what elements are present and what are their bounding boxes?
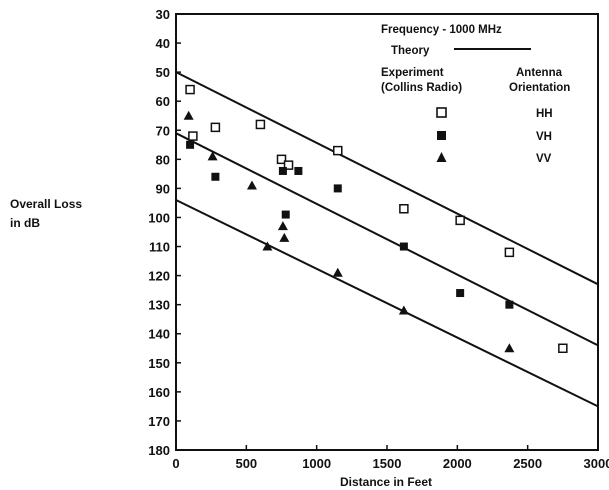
legend: Frequency - 1000 MHz Theory Experiment (…: [381, 24, 570, 165]
data-point-vv: [246, 180, 257, 190]
y-tick-label: 30: [156, 7, 170, 22]
legend-orientation-label-2: Orientation: [509, 82, 570, 94]
x-axis-title: Distance in Feet: [340, 475, 432, 489]
data-point-hh: [333, 145, 343, 156]
y-tick-label: 80: [156, 152, 170, 167]
y-tick-label: 140: [148, 327, 170, 342]
y-tick-label: 90: [156, 181, 170, 196]
legend-label-hh: HH: [536, 108, 553, 120]
theory-lines: [175, 71, 599, 408]
theory-line-vv: [175, 199, 599, 408]
data-point-vv: [398, 305, 409, 315]
data-point-vh: [186, 140, 195, 149]
x-tick-label: 1500: [373, 456, 402, 471]
legend-marker-hh: [436, 107, 447, 118]
y-tick-label: 150: [148, 356, 170, 371]
data-point-vh: [294, 166, 303, 175]
data-point-vv: [277, 221, 288, 231]
data-point-hh: [185, 84, 195, 95]
legend-theory-label: Theory: [391, 45, 430, 57]
data-point-vv: [183, 110, 194, 120]
data-point-vh: [399, 242, 408, 251]
y-axis-title-line1: Overall Loss: [10, 197, 82, 211]
x-tick-label: 1000: [302, 456, 331, 471]
data-point-hh: [504, 247, 515, 258]
theory-line-vh: [175, 132, 599, 347]
y-tick-label: 40: [156, 36, 170, 51]
legend-label-vh: VH: [536, 131, 552, 143]
data-point-hh: [399, 203, 409, 214]
y-tick-label: 70: [156, 123, 170, 138]
data-point-vv: [279, 232, 290, 242]
data-point-vv: [332, 267, 343, 277]
x-tick-label: 3000: [584, 456, 609, 471]
y-axis-title-line2: in dB: [10, 216, 40, 230]
x-axis: 0 500 1000 1500 2000 2500 3000: [172, 445, 609, 471]
y-tick-label: 170: [148, 414, 170, 429]
theory-line-hh: [175, 71, 599, 286]
legend-marker-vh: [437, 131, 446, 140]
x-tick-label: 2500: [513, 456, 542, 471]
data-points: [183, 84, 568, 354]
data-point-vv: [262, 241, 273, 251]
data-point-hh: [188, 131, 198, 141]
y-tick-label: 100: [148, 210, 170, 225]
data-point-vh: [278, 166, 287, 175]
y-tick-label: 50: [156, 65, 170, 80]
y-tick-label: 60: [156, 94, 170, 109]
data-point-vh: [281, 210, 290, 219]
data-point-vv: [504, 343, 515, 353]
legend-experiment-label-1: Experiment: [381, 67, 444, 79]
y-tick-label: 110: [149, 240, 170, 255]
legend-title: Frequency - 1000 MHz: [381, 24, 502, 36]
data-point-vv: [207, 151, 218, 161]
x-tick-label: 0: [172, 456, 179, 471]
y-tick-label: 120: [148, 269, 170, 284]
data-point-vh: [333, 184, 342, 193]
data-point-vh: [505, 300, 514, 309]
data-point-hh: [558, 343, 568, 354]
x-tick-label: 2000: [443, 456, 472, 471]
legend-experiment-label-2: (Collins Radio): [381, 82, 462, 94]
data-point-hh: [210, 122, 221, 133]
legend-marker-vv: [436, 152, 447, 162]
data-point-hh: [283, 160, 294, 170]
legend-orientation-label-1: Antenna: [516, 67, 563, 79]
data-point-vh: [211, 172, 220, 181]
data-point-vh: [456, 289, 465, 298]
legend-label-vv: VV: [536, 153, 552, 165]
y-tick-label: 180: [148, 443, 170, 458]
y-tick-label: 130: [148, 298, 170, 313]
data-point-hh: [255, 119, 266, 130]
y-tick-label: 160: [148, 385, 170, 400]
data-point-hh: [276, 154, 287, 165]
x-tick-label: 500: [235, 456, 257, 471]
data-point-hh: [455, 215, 465, 226]
y-axis: 30 40 50 60 70 80 90 100 110 120 130 140 150 160 170 18…: [148, 7, 181, 458]
